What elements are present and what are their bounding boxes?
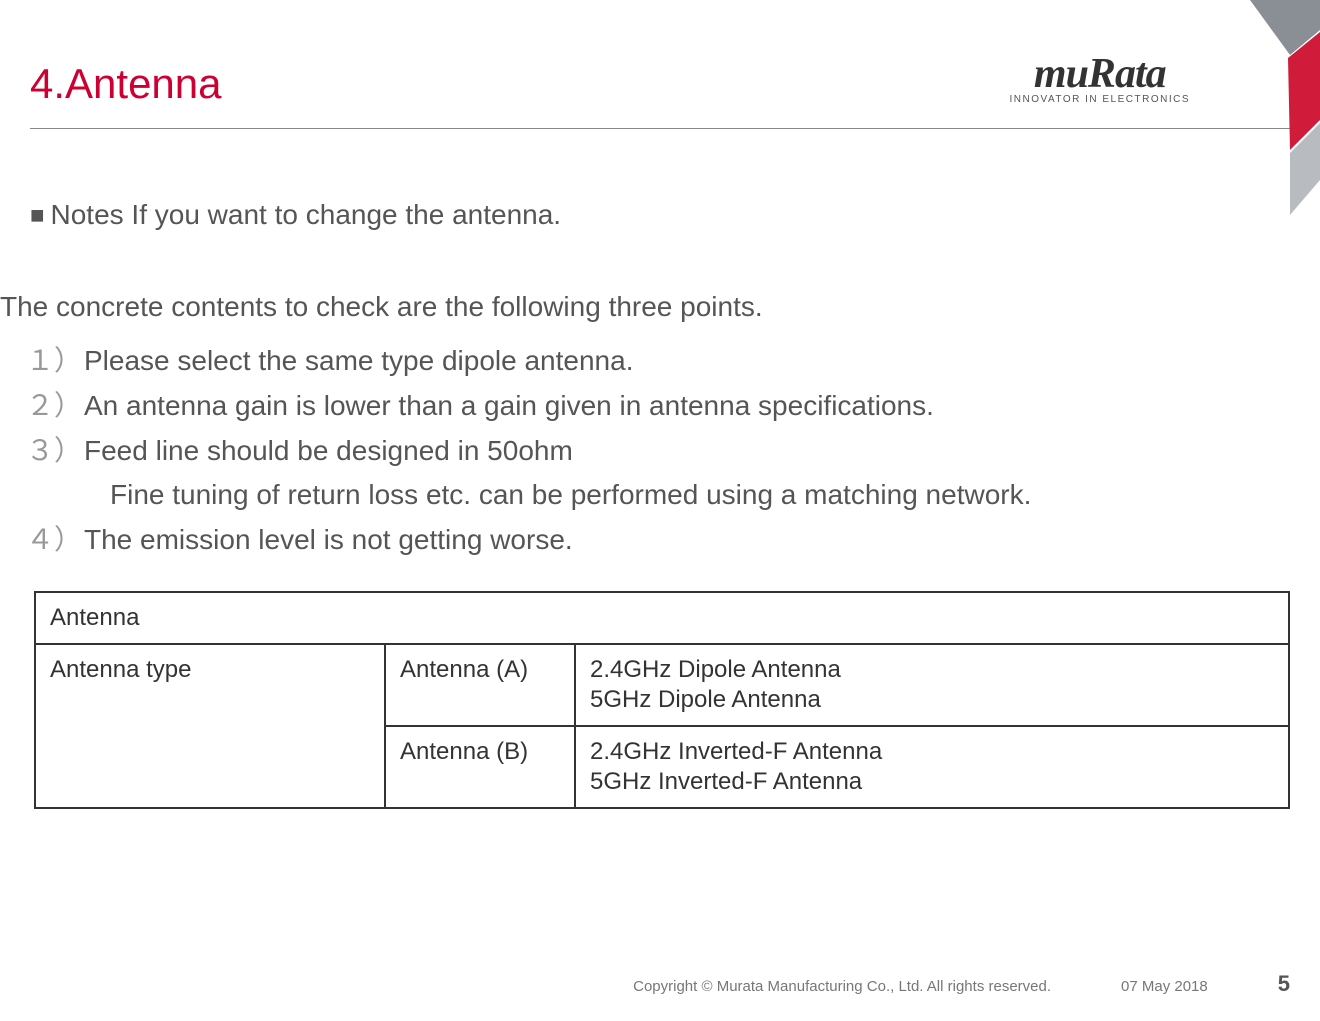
table-row: Antenna type Antenna (A) 2.4GHz Dipole A… [35,644,1289,726]
point-number: ２） [26,384,84,429]
point-number: ３） [26,429,84,474]
table-antenna-a-label: Antenna (A) [385,644,575,726]
point-2: ２）An antenna gain is lower than a gain g… [26,384,1320,429]
antenna-table: Antenna Antenna type Antenna (A) 2.4GHz … [34,591,1290,809]
footer-page-number: 5 [1278,971,1290,997]
antenna-a-line1: 2.4GHz Dipole Antenna [590,656,841,683]
section-header: ■Notes If you want to change the antenna… [0,199,1320,231]
table-antenna-a-desc: 2.4GHz Dipole Antenna 5GHz Dipole Antenn… [575,644,1289,726]
logo-tagline: INNOVATOR IN ELECTRONICS [1010,94,1190,105]
logo-main: muRata [1010,50,1190,98]
table-header-cell: Antenna [35,592,1289,644]
table-row: Antenna [35,592,1289,644]
point-3-sub: Fine tuning of return loss etc. can be p… [26,473,1320,518]
table-antenna-b-label: Antenna (B) [385,726,575,808]
logo: muRata INNOVATOR IN ELECTRONICS [1010,50,1190,105]
antenna-b-line1: 2.4GHz Inverted-F Antenna [590,738,882,765]
point-4: ４）The emission level is not getting wors… [26,518,1320,563]
point-number: １） [26,339,84,384]
square-bullet-icon: ■ [30,202,45,230]
footer-date: 07 May 2018 [1121,978,1208,995]
intro-text: The concrete contents to check are the f… [0,291,1320,323]
point-3: ３）Feed line should be designed in 50ohm [26,429,1320,474]
section-header-text: Notes If you want to change the antenna. [51,199,562,230]
point-number: ４） [26,518,84,563]
point-text: An antenna gain is lower than a gain giv… [84,390,934,421]
footer-copyright: Copyright © Murata Manufacturing Co., Lt… [633,978,1051,995]
table-antenna-b-desc: 2.4GHz Inverted-F Antenna 5GHz Inverted-… [575,726,1289,808]
footer: Copyright © Murata Manufacturing Co., Lt… [0,971,1320,997]
table-typelabel-cell: Antenna type [35,644,385,808]
antenna-a-line2: 5GHz Dipole Antenna [590,686,821,713]
antenna-b-line2: 5GHz Inverted-F Antenna [590,768,862,795]
points-list: １）Please select the same type dipole ant… [0,339,1320,563]
point-1: １）Please select the same type dipole ant… [26,339,1320,384]
point-text: Feed line should be designed in 50ohm [84,435,573,466]
point-text: Please select the same type dipole anten… [84,345,633,376]
point-text: The emission level is not getting worse. [84,524,573,555]
